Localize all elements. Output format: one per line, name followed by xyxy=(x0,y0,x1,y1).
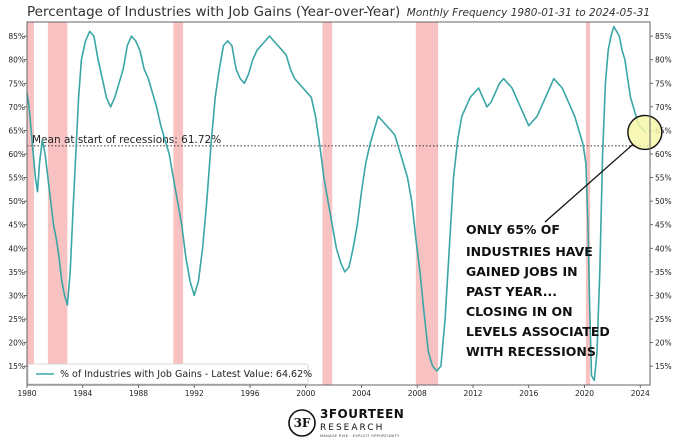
legend: % of Industries with Job Gains - Latest … xyxy=(27,363,312,385)
brand-logo: 3F 3FOURTEEN RESEARCH MANAGE RISK · EXPL… xyxy=(288,407,404,438)
y-tick-label-left: 45% xyxy=(8,221,25,230)
y-tick-label-left: 20% xyxy=(8,339,25,348)
y-tick-label-right: 15% xyxy=(655,362,672,371)
y-tick-label-left: 30% xyxy=(8,291,25,300)
x-tick-label: 2012 xyxy=(463,389,482,398)
x-tick-label: 1992 xyxy=(185,389,204,398)
axis-ticks: 15% 15% 20% 20% 25% 25% 30% 30% 35% 35% 40% 40% 45% 4… xyxy=(8,32,671,398)
y-tick-label-right: 85% xyxy=(655,32,672,41)
x-tick-label: 1988 xyxy=(129,389,148,398)
recession-band xyxy=(27,22,34,385)
x-tick-label: 1980 xyxy=(17,389,36,398)
callout-line-3: GAINED JOBS IN xyxy=(466,264,578,279)
x-tick-label: 1984 xyxy=(73,389,92,398)
x-tick-label: 2004 xyxy=(352,389,371,398)
x-tick-label: 2000 xyxy=(296,389,315,398)
logo-sub: RESEARCH xyxy=(320,423,384,433)
y-tick-label-right: 30% xyxy=(655,291,672,300)
callout-line-1: ONLY 65% OF xyxy=(466,222,560,237)
y-tick-label-right: 50% xyxy=(655,197,672,206)
y-tick-label-right: 35% xyxy=(655,268,672,277)
y-tick-label-right: 75% xyxy=(655,79,672,88)
y-tick-label-left: 65% xyxy=(8,126,25,135)
callout-text: ONLY 65% OF INDUSTRIES HAVE GAINED JOBS … xyxy=(466,222,610,359)
recession-band xyxy=(322,22,333,385)
y-tick-label-left: 15% xyxy=(8,362,25,371)
callout-line-7: WITH RECESSIONS xyxy=(466,344,596,359)
logo-name: 3FOURTEEN xyxy=(320,407,404,421)
legend-box xyxy=(27,363,309,385)
callout-line-2: INDUSTRIES HAVE xyxy=(466,244,593,259)
y-tick-label-right: 60% xyxy=(655,150,672,159)
y-tick-label-left: 60% xyxy=(8,150,25,159)
chart-title: Percentage of Industries with Job Gains … xyxy=(27,4,400,20)
callout-pointer xyxy=(544,143,634,223)
highlight-circle xyxy=(627,114,663,151)
mean-line-label: Mean at start of recessions: 61.72% xyxy=(32,134,221,146)
x-tick-label: 2020 xyxy=(575,389,594,398)
y-tick-label-left: 75% xyxy=(8,79,25,88)
y-tick-label-right: 80% xyxy=(655,56,672,65)
plot-frame xyxy=(26,21,651,386)
y-tick-label-right: 70% xyxy=(655,103,672,112)
y-tick-label-right: 65% xyxy=(655,126,672,135)
y-tick-label-right: 40% xyxy=(655,244,672,253)
y-tick-label-left: 40% xyxy=(8,244,25,253)
x-tick-label: 2008 xyxy=(408,389,427,398)
y-tick-label-right: 25% xyxy=(655,315,672,324)
y-tick-label-left: 85% xyxy=(8,32,25,41)
callout-line-4: PAST YEAR... xyxy=(466,284,557,299)
y-tick-label-left: 70% xyxy=(8,103,25,112)
y-tick-label-right: 20% xyxy=(655,339,672,348)
y-tick-label-left: 35% xyxy=(8,268,25,277)
recession-band xyxy=(415,22,439,385)
chart-subtitle: Monthly Frequency 1980-01-31 to 2024-05-… xyxy=(407,7,650,19)
recession-band xyxy=(47,22,68,385)
x-tick-label: 2016 xyxy=(519,389,538,398)
y-tick-label-right: 45% xyxy=(655,221,672,230)
x-tick-label: 1996 xyxy=(240,389,259,398)
logo-tagline: MANAGE RISK · EXPLOIT OPPORTUNITY xyxy=(320,434,400,438)
legend-label: % of Industries with Job Gains - Latest … xyxy=(60,369,312,380)
series-line xyxy=(26,25,647,382)
callout-line-5: CLOSING IN ON xyxy=(466,304,573,319)
y-tick-label-left: 80% xyxy=(8,56,25,65)
y-tick-label-left: 50% xyxy=(8,197,25,206)
x-tick-label: 2024 xyxy=(631,389,650,398)
y-tick-label-right: 55% xyxy=(655,174,672,183)
callout-line-6: LEVELS ASSOCIATED xyxy=(466,324,610,339)
logo-mark-icon xyxy=(288,409,316,437)
y-tick-label-left: 25% xyxy=(8,315,25,324)
y-tick-label-left: 55% xyxy=(8,174,25,183)
logo-mark: 3F xyxy=(294,416,311,430)
